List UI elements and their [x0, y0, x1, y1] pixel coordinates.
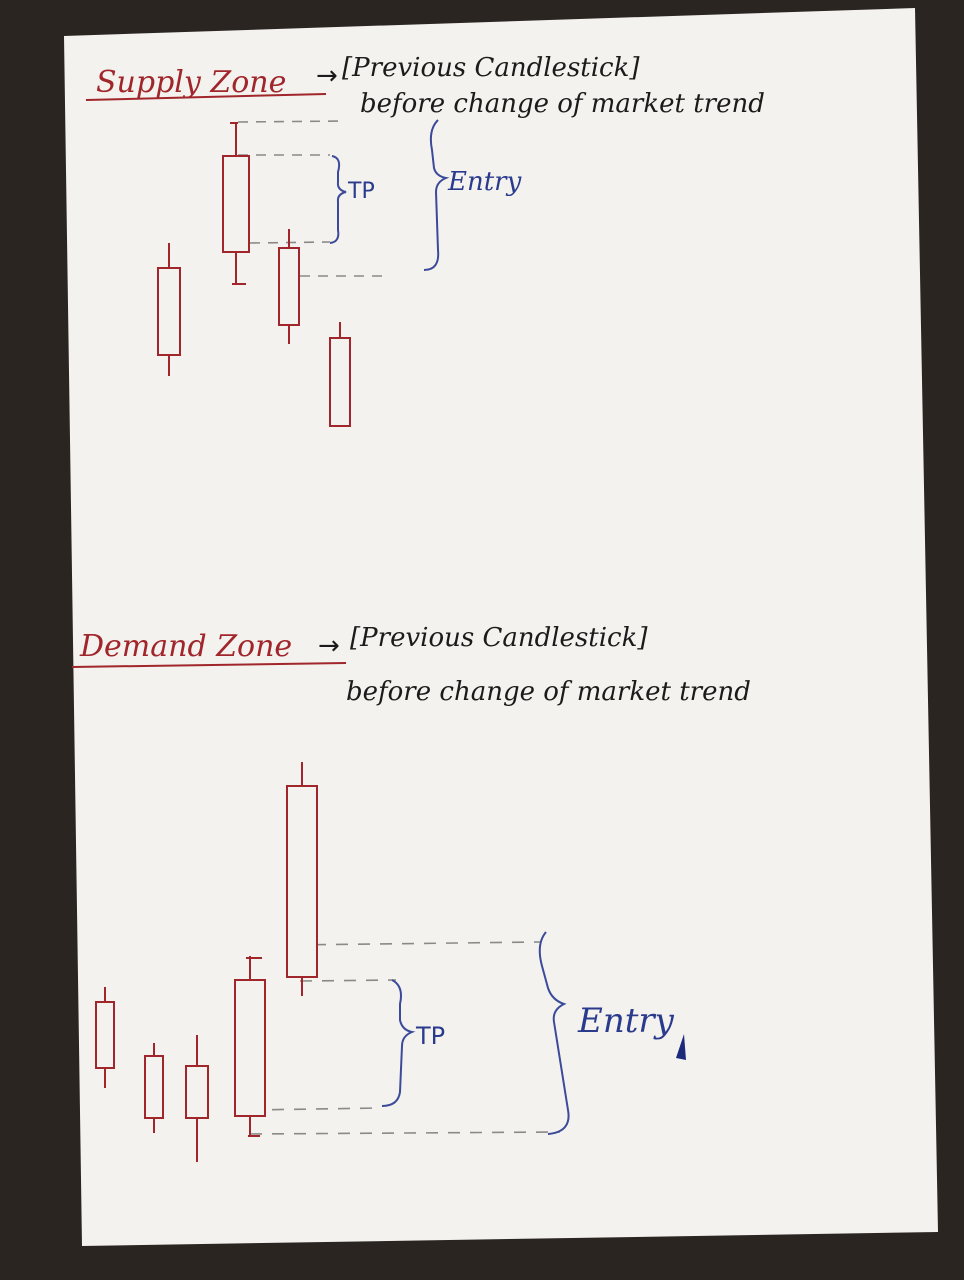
supply-section: Supply Zone → [Previous Candlestick] bef…	[85, 53, 765, 427]
demand-arrow: →	[318, 631, 340, 661]
demand-candle-3-body	[185, 1065, 209, 1119]
demand-candle-1-body	[95, 1001, 115, 1069]
supply-candle-1-body	[157, 267, 181, 356]
supply-arrow: →	[316, 61, 338, 91]
supply-tp-brace	[329, 155, 347, 244]
demand-candle-4-body	[234, 979, 266, 1117]
demand-candle-2-body	[144, 1055, 164, 1119]
supply-candle-3-body	[278, 247, 300, 326]
demand-subtext: before change of market trend	[346, 677, 751, 707]
supply-subtext: before change of market trend	[360, 89, 765, 119]
supply-entry-label: Entry	[447, 167, 522, 197]
demand-underline	[71, 662, 347, 668]
supply-tp-label: TP	[347, 179, 375, 204]
demand-entry-label: Entry	[577, 1001, 675, 1041]
demand-bracket-text: [Previous Candlestick]	[350, 623, 648, 653]
demand-tp-brace	[381, 979, 416, 1107]
demand-entry-top-line	[291, 941, 541, 946]
demand-zone-label: Demand Zone	[79, 629, 292, 664]
demand-tp-top-line	[299, 979, 397, 982]
supply-candles	[157, 122, 351, 427]
demand-candles	[95, 762, 318, 1162]
supply-bracket-text: [Previous Candlestick]	[342, 53, 640, 83]
supply-zone-label: Supply Zone	[96, 65, 286, 100]
demand-section: Demand Zone → [Previous Candlestick] bef…	[71, 623, 751, 1162]
supply-entry-top-line	[237, 120, 347, 123]
demand-tp-label: TP	[415, 1022, 445, 1050]
supply-entry-brace	[423, 119, 450, 271]
supply-candle-4-body	[329, 337, 351, 427]
supply-candle-2-body	[222, 155, 250, 253]
demand-entry-brace	[538, 931, 570, 1135]
demand-entry-ink-blot	[676, 1034, 686, 1060]
demand-candle-5-body	[286, 785, 318, 978]
demand-entry-bottom-line	[249, 1131, 561, 1135]
supply-underline	[85, 93, 327, 101]
